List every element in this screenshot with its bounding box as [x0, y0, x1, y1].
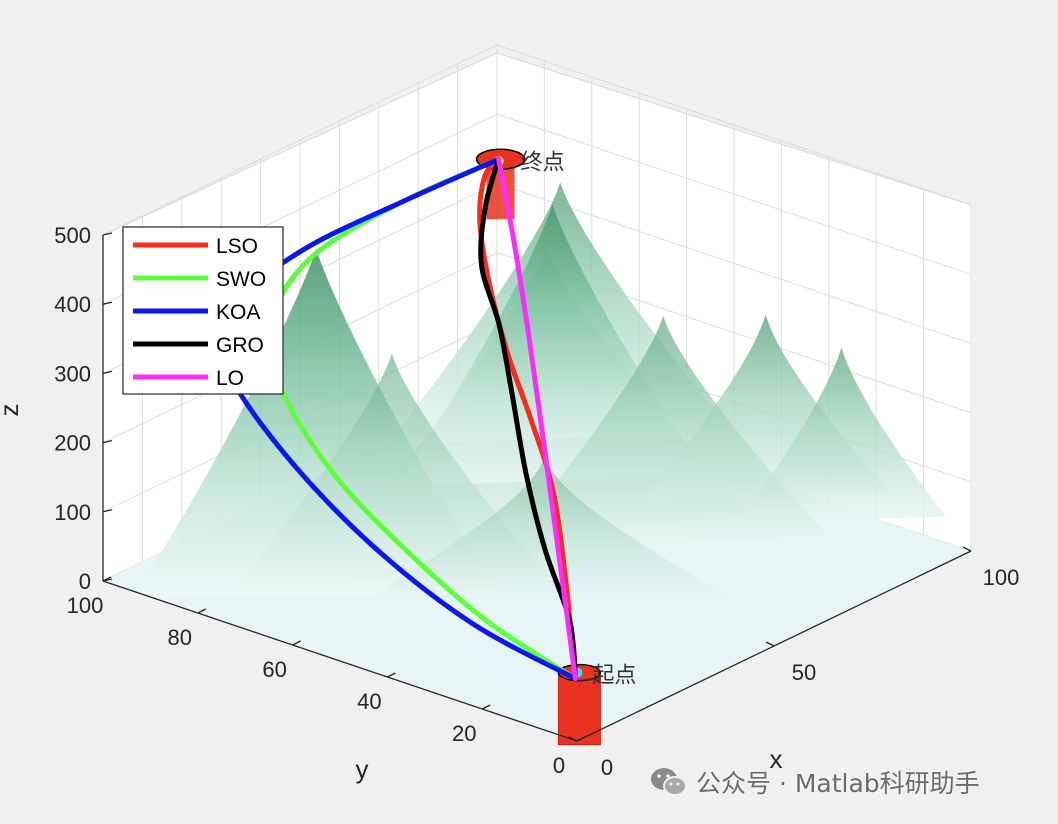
z-tick-mark [102, 370, 113, 375]
terrain-peak [499, 315, 828, 554]
watermark: 公众号 · Matlab科研助手 [650, 762, 980, 802]
legend-label-lso: LSO [216, 235, 258, 258]
y-tick-mark [481, 704, 491, 710]
legend-label-koa: KOA [216, 301, 260, 324]
terrain-peak [737, 347, 946, 524]
z-tick-mark [102, 301, 113, 305]
y-tick-label: 0 [553, 753, 565, 778]
x-tick-label: 0 [601, 755, 613, 780]
start-label: 起点 [592, 664, 636, 689]
z-tick-label: 400 [54, 292, 91, 317]
x-tick-mark [962, 546, 972, 552]
series-line-lso [477, 156, 578, 682]
legend-label-gro: GRO [216, 334, 264, 357]
z-tick-mark [102, 232, 113, 236]
y-tick-mark [197, 608, 207, 614]
y-tick-mark [576, 736, 586, 742]
y-axis-label: y [356, 754, 369, 784]
z-tick-label: 100 [54, 500, 91, 525]
x-tick-label: 50 [792, 660, 816, 685]
y-axis-line [102, 580, 578, 742]
legend-label-lo: LO [216, 367, 244, 390]
series-line-lo [496, 156, 578, 682]
axis-labels: z y x [0, 404, 783, 785]
z-tick-label: 300 [54, 361, 91, 386]
y-tick-label: 20 [452, 721, 476, 746]
x-tick-mark [568, 736, 578, 742]
y-tick-mark [292, 640, 301, 646]
y-tick-mark [102, 576, 112, 582]
x-tick-label: 100 [983, 565, 1020, 590]
end-label: 终点 [521, 150, 565, 175]
legend-label-swo: SWO [216, 268, 266, 291]
y-tick-mark [387, 672, 396, 678]
y-tick-label: 80 [168, 625, 192, 650]
watermark-text: 公众号 · Matlab科研助手 [696, 769, 980, 798]
terrain-peak [361, 455, 729, 604]
y-tick-label: 100 [67, 593, 104, 618]
z-axis-label: z [0, 404, 24, 417]
terrain-peak [235, 353, 549, 587]
terrain-surface [133, 182, 946, 604]
z-tick-label: 500 [54, 223, 91, 248]
legend: LSO SWO KOA GRO LO [122, 226, 284, 395]
z-tick-mark [102, 439, 113, 444]
y-tick-label: 60 [262, 657, 286, 682]
z-tick-label: 0 [79, 569, 91, 594]
z-tick-mark [102, 509, 113, 513]
wechat-icon [651, 768, 687, 796]
x-axis-label: x [770, 744, 783, 774]
y-tick-label: 40 [357, 689, 381, 714]
z-tick-label: 200 [54, 431, 91, 456]
x-tick-mark [765, 641, 775, 647]
